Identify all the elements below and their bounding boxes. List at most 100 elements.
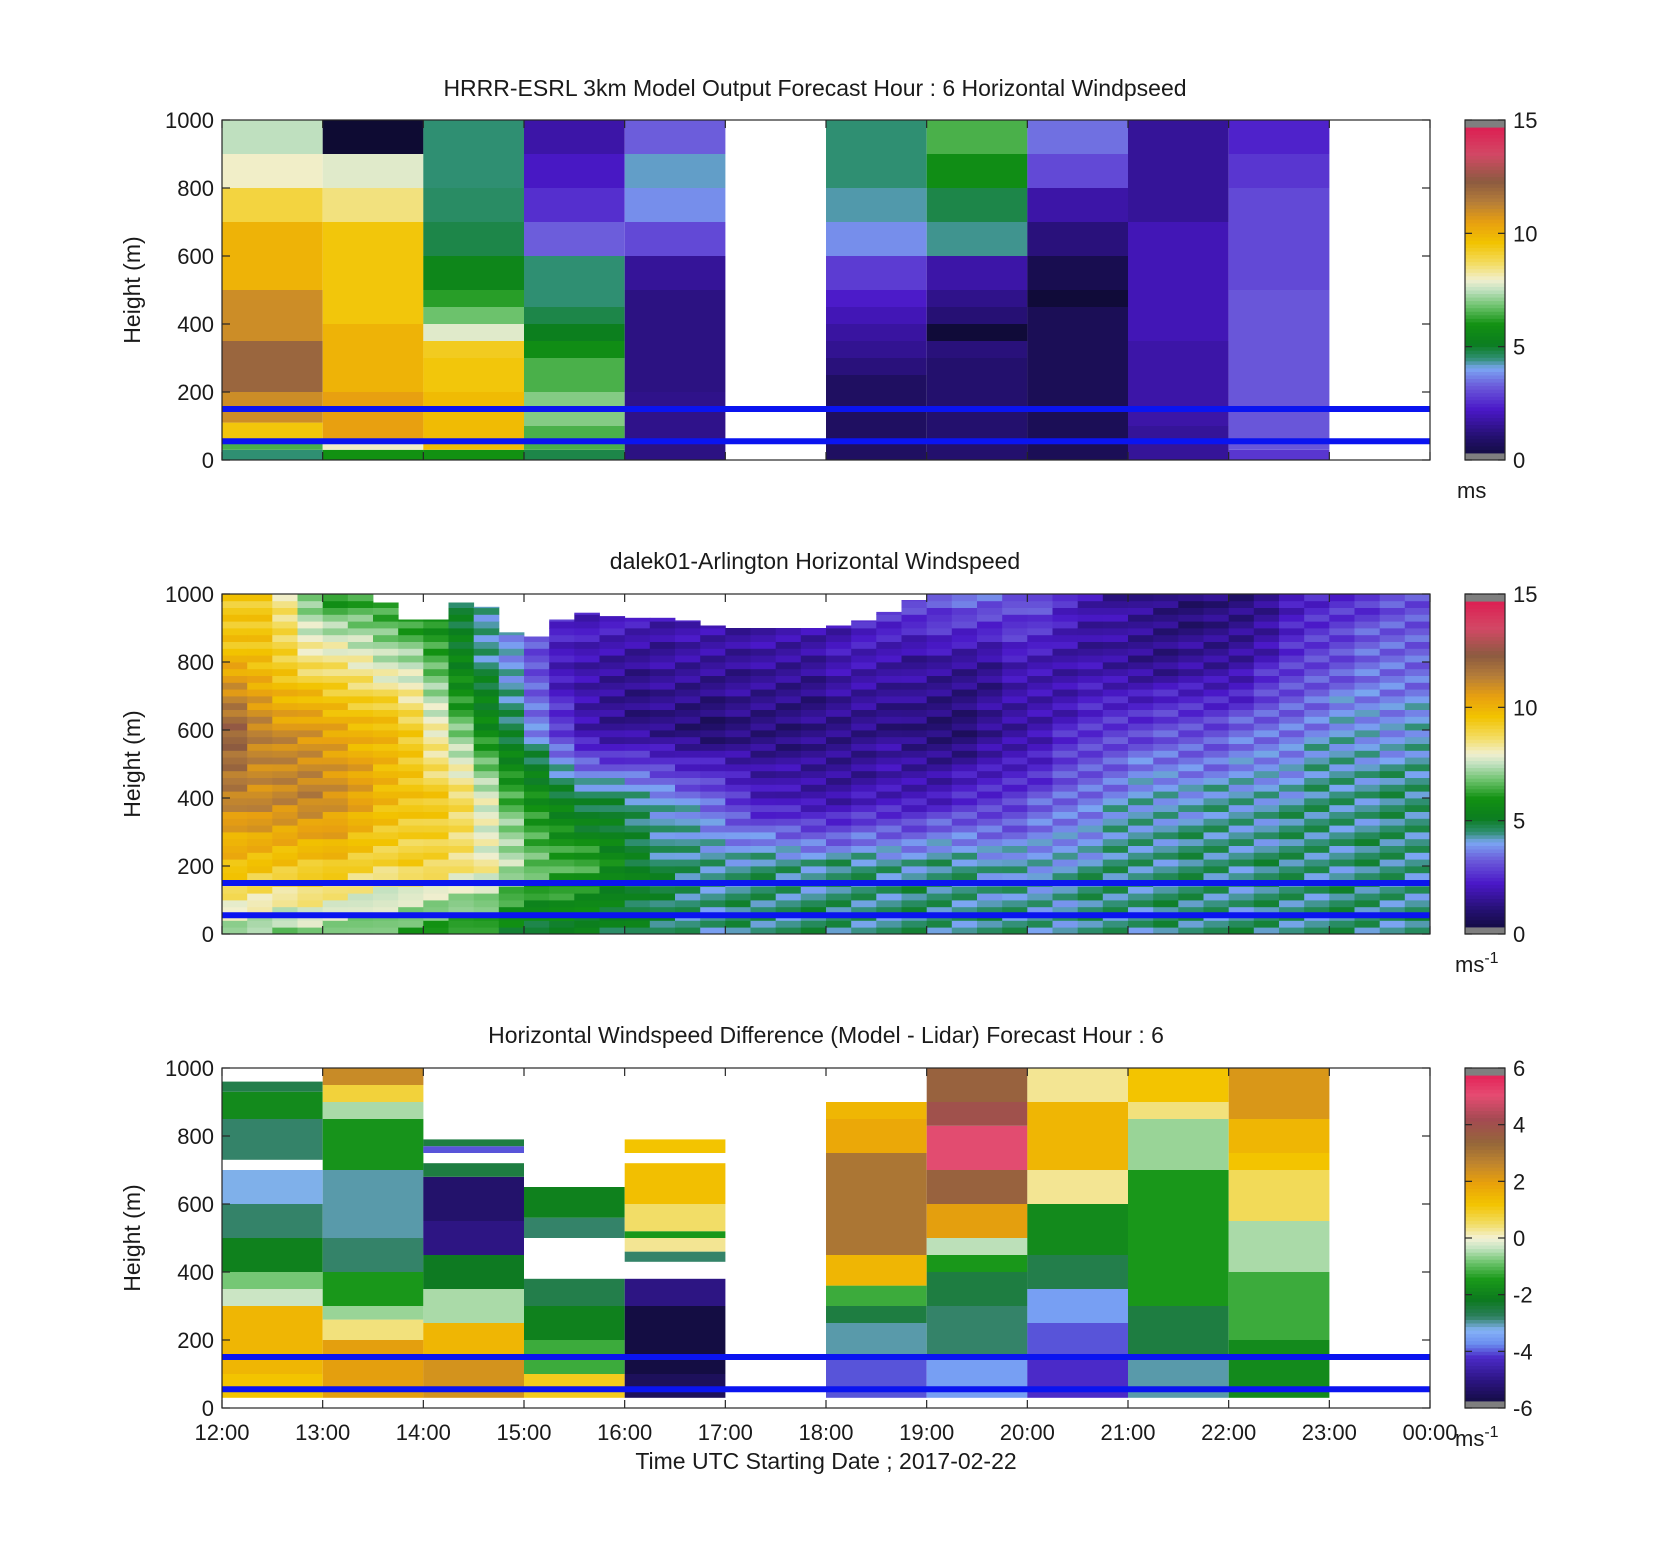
heatmap-cell <box>272 893 298 901</box>
heatmap-cell <box>901 743 928 751</box>
heatmap-cell <box>1128 668 1154 676</box>
heatmap-cell <box>423 872 449 880</box>
heatmap-cell <box>649 906 676 914</box>
heatmap-cell <box>549 906 575 914</box>
heatmap-cell <box>297 838 324 846</box>
heatmap-cell <box>1203 655 1230 663</box>
heatmap-cell <box>222 1374 323 1398</box>
colorbar-segment <box>1465 435 1505 440</box>
heatmap-cell <box>398 886 424 894</box>
heatmap-cell <box>1354 736 1381 744</box>
colorbar-segment <box>1465 700 1505 705</box>
heatmap-cell <box>1228 730 1255 738</box>
heatmap-cell <box>826 736 852 744</box>
heatmap-cell <box>926 621 953 629</box>
heatmap-cell <box>322 736 349 744</box>
heatmap-cell <box>222 798 248 806</box>
heatmap-cell <box>1304 927 1330 935</box>
heatmap-cell <box>1279 845 1305 853</box>
heatmap-cell <box>951 838 978 846</box>
heatmap-cell <box>347 845 374 853</box>
colorbar-segment <box>1465 1092 1505 1097</box>
heatmap-cell <box>624 927 651 935</box>
heatmap-cell <box>398 641 424 649</box>
colorbar-segment <box>1465 1230 1505 1235</box>
heatmap-cell <box>1128 900 1154 908</box>
heatmap-cell <box>524 832 550 840</box>
heatmap-cell <box>1102 682 1129 690</box>
heatmap-cell <box>800 764 827 772</box>
heatmap-cell <box>700 696 726 704</box>
heatmap-cell <box>1128 120 1229 222</box>
heatmap-cell <box>222 341 323 392</box>
heatmap-cell <box>826 120 927 188</box>
heatmap-cell <box>524 900 550 908</box>
heatmap-cell <box>574 852 600 860</box>
heatmap-cell <box>1228 120 1330 154</box>
x-tick-label: 13:00 <box>295 1420 350 1445</box>
heatmap-cell <box>649 757 676 765</box>
heatmap-cell <box>1102 825 1129 833</box>
heatmap-cell <box>1228 600 1255 608</box>
colorbar-segment <box>1465 297 1505 302</box>
heatmap-cell <box>1228 154 1330 188</box>
x-tick-label: 12:00 <box>194 1420 249 1445</box>
heatmap-cell <box>549 757 575 765</box>
heatmap-cell <box>1304 730 1330 738</box>
heatmap-cell <box>977 818 1003 826</box>
colorbar-segment <box>1465 1344 1505 1349</box>
heatmap-cell <box>1228 811 1255 819</box>
heatmap-cell <box>297 702 324 710</box>
heatmap-cell <box>574 798 600 806</box>
heatmap-cell <box>977 777 1003 785</box>
heatmap-cell <box>322 825 349 833</box>
heatmap-cell <box>750 900 777 908</box>
heatmap-cell <box>549 689 575 697</box>
heatmap-cell <box>549 893 575 901</box>
heatmap-cell <box>775 628 802 636</box>
heatmap-cell <box>1153 668 1179 676</box>
heatmap-cell <box>549 709 575 717</box>
heatmap-cell <box>851 730 877 738</box>
heatmap-cell <box>826 852 852 860</box>
heatmap-cell <box>1128 859 1154 867</box>
colorbar-segment <box>1465 771 1505 776</box>
heatmap-cell <box>574 927 600 935</box>
heatmap-cell <box>1153 675 1179 683</box>
heatmap-cell <box>700 682 726 690</box>
heatmap-cell <box>826 859 852 867</box>
heatmap-cell <box>473 832 500 840</box>
heatmap-cell <box>1178 723 1204 731</box>
heatmap-cell <box>1002 634 1028 642</box>
heatmap-cell <box>775 696 802 704</box>
heatmap-cell <box>574 621 600 629</box>
heatmap-cell <box>649 655 676 663</box>
heatmap-cell <box>423 1139 524 1147</box>
heatmap-cell <box>876 743 902 751</box>
heatmap-cell <box>498 770 525 778</box>
heatmap-cell <box>1128 634 1154 642</box>
heatmap-cell <box>599 777 626 785</box>
heatmap-cell <box>1279 832 1305 840</box>
heatmap-cell <box>247 675 273 683</box>
heatmap-cell <box>826 920 852 928</box>
heatmap-cell <box>901 628 928 636</box>
heatmap-cell <box>524 426 625 450</box>
heatmap-cell <box>1203 893 1230 901</box>
heatmap-cell <box>1077 886 1104 894</box>
heatmap-cell <box>851 832 877 840</box>
colorbar-segment <box>1465 817 1505 822</box>
colorbar-segment <box>1465 923 1505 928</box>
heatmap-cell <box>1228 736 1255 744</box>
heatmap-cell <box>1102 798 1129 806</box>
heatmap-cell <box>1304 818 1330 826</box>
heatmap-cell <box>1128 594 1154 602</box>
heatmap-cell <box>775 784 802 792</box>
heatmap-cell <box>222 900 248 908</box>
heatmap-cell <box>1153 621 1179 629</box>
heatmap-cell <box>1102 648 1129 656</box>
heatmap-cell <box>624 628 651 636</box>
heatmap-cell <box>373 668 399 676</box>
y-tick-label: 800 <box>177 1124 214 1149</box>
heatmap-cell <box>750 675 777 683</box>
